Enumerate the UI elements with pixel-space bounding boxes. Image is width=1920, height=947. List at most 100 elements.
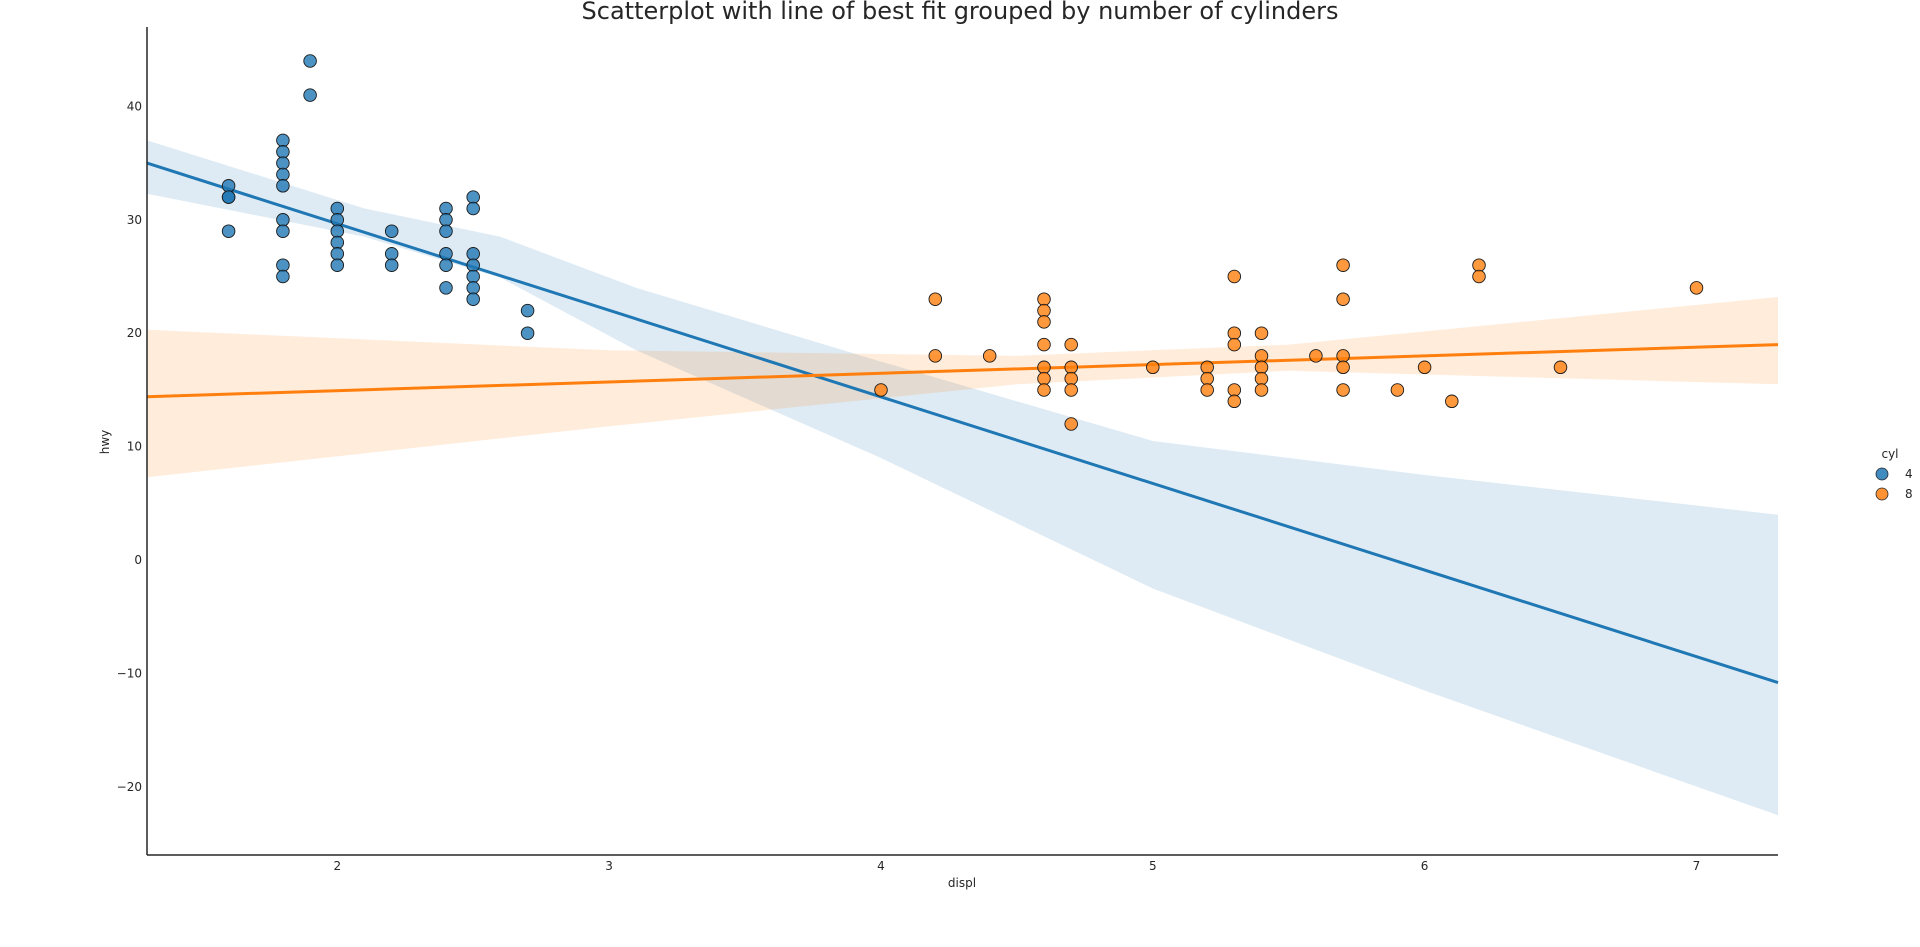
data-point-cyl-8 bbox=[1390, 383, 1405, 397]
data-point-cyl-4 bbox=[520, 303, 535, 318]
data-point-cyl-4 bbox=[466, 258, 480, 272]
data-point-cyl-8 bbox=[1200, 371, 1214, 386]
data-point-cyl-8 bbox=[1227, 326, 1242, 340]
data-point-cyl-8 bbox=[1336, 360, 1350, 375]
data-point-cyl-4 bbox=[276, 224, 290, 238]
data-point-cyl-8 bbox=[1037, 292, 1051, 306]
data-point-cyl-8 bbox=[1037, 360, 1051, 375]
data-point-cyl-8 bbox=[1146, 360, 1160, 375]
data-point-cyl-8 bbox=[1064, 383, 1078, 397]
x-tick-label: 3 bbox=[605, 859, 613, 873]
legend-marker-8 bbox=[1875, 487, 1889, 501]
fit-line-cyl-4 bbox=[146, 161, 1779, 685]
data-point-cyl-4 bbox=[384, 224, 399, 238]
y-tick-label: 40 bbox=[127, 99, 142, 113]
x-tick-label: 5 bbox=[1149, 859, 1157, 873]
y-tick-labels: −20 −10 0 10 20 30 40 bbox=[117, 99, 142, 794]
data-point-cyl-4 bbox=[303, 88, 317, 102]
x-tick-labels: 2 3 4 5 6 7 bbox=[333, 859, 1700, 873]
confidence-bands bbox=[147, 140, 1778, 816]
data-point-cyl-8 bbox=[1037, 303, 1051, 318]
data-point-cyl-8 bbox=[1336, 258, 1350, 272]
data-point-cyl-8 bbox=[1254, 360, 1269, 375]
y-tick-label: −20 bbox=[117, 780, 142, 794]
data-point-cyl-4 bbox=[439, 258, 453, 272]
data-point-cyl-4 bbox=[384, 258, 399, 272]
data-point-cyl-4 bbox=[439, 201, 453, 216]
data-point-cyl-4 bbox=[439, 247, 453, 261]
data-point-cyl-4 bbox=[221, 224, 236, 238]
data-point-cyl-4 bbox=[330, 224, 345, 238]
confidence-band-cyl-8 bbox=[147, 297, 1778, 478]
data-point-cyl-8 bbox=[1309, 349, 1323, 363]
data-point-cyl-4 bbox=[466, 292, 480, 306]
data-point-cyl-8 bbox=[1064, 371, 1078, 386]
legend: cyl 4 8 bbox=[1875, 447, 1913, 501]
data-point-cyl-8 bbox=[1445, 394, 1459, 409]
data-point-cyl-8 bbox=[1227, 394, 1242, 409]
data-point-cyl-4 bbox=[221, 190, 236, 204]
data-point-cyl-4 bbox=[276, 145, 290, 159]
data-point-cyl-4 bbox=[276, 156, 290, 170]
data-point-cyl-4 bbox=[330, 258, 345, 272]
data-point-cyl-8 bbox=[1336, 349, 1350, 363]
data-point-cyl-4 bbox=[520, 326, 535, 340]
fit-lines bbox=[146, 161, 1779, 685]
data-point-cyl-4 bbox=[276, 258, 290, 272]
legend-label-4: 4 bbox=[1905, 467, 1913, 481]
axes bbox=[146, 27, 1778, 856]
data-point-cyl-4 bbox=[384, 247, 399, 261]
data-point-cyl-4 bbox=[466, 281, 480, 295]
data-point-cyl-4 bbox=[276, 269, 290, 284]
data-point-cyl-8 bbox=[1227, 269, 1242, 284]
legend-label-8: 8 bbox=[1905, 487, 1913, 501]
data-point-cyl-4 bbox=[330, 213, 345, 227]
data-point-cyl-8 bbox=[1200, 360, 1214, 375]
data-point-cyl-8 bbox=[1037, 371, 1051, 386]
data-point-cyl-4 bbox=[303, 54, 317, 68]
data-point-cyl-8 bbox=[1037, 337, 1051, 352]
data-point-cyl-8 bbox=[982, 349, 997, 363]
data-point-cyl-4 bbox=[276, 167, 290, 182]
data-point-cyl-8 bbox=[1472, 258, 1486, 272]
data-point-cyl-4 bbox=[330, 201, 345, 216]
data-point-cyl-8 bbox=[1227, 383, 1242, 397]
data-point-cyl-4 bbox=[276, 133, 290, 148]
y-tick-label: 30 bbox=[127, 213, 142, 227]
data-point-cyl-8 bbox=[1037, 383, 1051, 397]
data-points bbox=[221, 54, 1704, 431]
data-point-cyl-8 bbox=[1064, 360, 1078, 375]
x-tick-label: 2 bbox=[333, 859, 341, 873]
x-axis-label: displ bbox=[948, 876, 976, 890]
data-point-cyl-4 bbox=[276, 179, 290, 193]
legend-marker-4 bbox=[1875, 467, 1889, 481]
data-point-cyl-4 bbox=[330, 235, 345, 250]
data-point-cyl-4 bbox=[466, 269, 480, 284]
data-point-cyl-4 bbox=[466, 190, 480, 204]
y-tick-label: 20 bbox=[127, 326, 142, 340]
data-point-cyl-4 bbox=[439, 281, 453, 295]
data-point-cyl-8 bbox=[1472, 269, 1486, 284]
data-point-cyl-8 bbox=[928, 349, 943, 363]
data-point-cyl-8 bbox=[1553, 360, 1568, 375]
data-point-cyl-8 bbox=[1417, 360, 1432, 375]
data-point-cyl-8 bbox=[1254, 349, 1269, 363]
data-point-cyl-8 bbox=[1064, 417, 1078, 431]
y-tick-label: 10 bbox=[127, 440, 142, 454]
x-tick-label: 7 bbox=[1693, 859, 1701, 873]
data-point-cyl-8 bbox=[874, 383, 888, 397]
chart-title: Scatterplot with line of best fit groupe… bbox=[582, 0, 1339, 25]
x-tick-label: 6 bbox=[1421, 859, 1429, 873]
confidence-band-cyl-4 bbox=[147, 140, 1778, 816]
data-point-cyl-8 bbox=[1336, 383, 1350, 397]
y-axis-label: hwy bbox=[98, 430, 112, 455]
data-point-cyl-8 bbox=[928, 292, 943, 306]
data-point-cyl-8 bbox=[1254, 326, 1269, 340]
data-point-cyl-8 bbox=[1254, 371, 1269, 386]
data-point-cyl-8 bbox=[1227, 337, 1242, 352]
data-point-cyl-4 bbox=[439, 224, 453, 238]
data-point-cyl-4 bbox=[439, 213, 453, 227]
data-point-cyl-8 bbox=[1200, 383, 1214, 397]
y-tick-label: −10 bbox=[117, 667, 142, 681]
